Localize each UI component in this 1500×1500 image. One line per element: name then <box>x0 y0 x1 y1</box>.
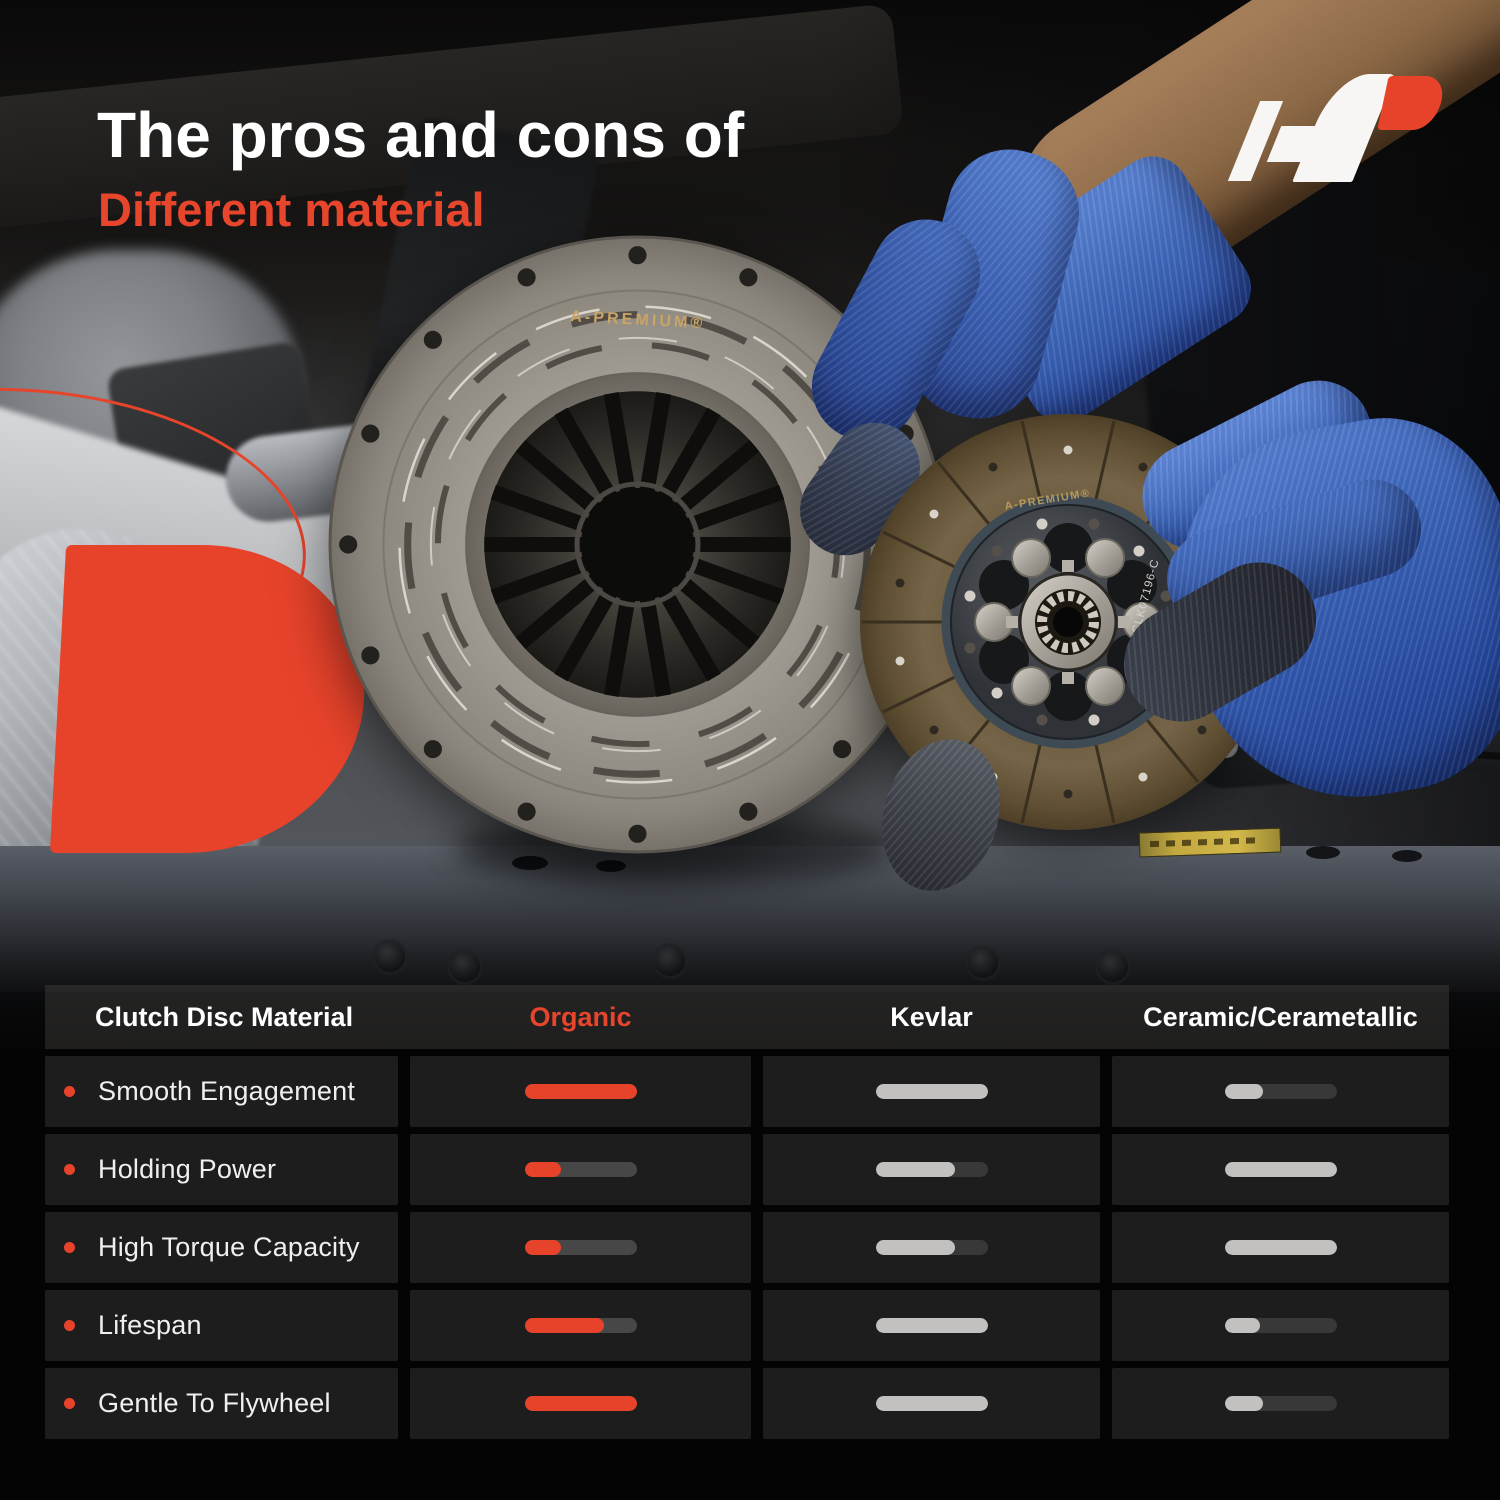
table-row-label: Smooth Engagement <box>45 1056 398 1127</box>
logo-p-shape-icon <box>1377 76 1447 130</box>
column-header-organic: Organic <box>529 1001 632 1032</box>
row-label-text: Lifespan <box>98 1310 202 1340</box>
rating-cell <box>1112 1290 1449 1361</box>
row-label-text: Holding Power <box>98 1154 277 1184</box>
brand-logo <box>1227 60 1460 190</box>
disc-stop-pins <box>1006 560 1130 684</box>
clutch-pressure-plate: A-PREMIUM® <box>328 235 947 854</box>
rating-cell <box>410 1368 751 1439</box>
column-header-kevlar: Kevlar <box>890 1001 973 1032</box>
column-header-ceramic: Ceramic/Cerametallic <box>1143 1001 1418 1032</box>
table-header-row: Clutch Disc Material Organic Kevlar Cera… <box>45 985 1449 1049</box>
rating-bar <box>875 1318 988 1333</box>
table-row-label: High Torque Capacity <box>45 1212 398 1283</box>
rating-cell <box>1112 1134 1449 1205</box>
rating-cell <box>1112 1056 1449 1127</box>
bullet-icon <box>64 1320 75 1331</box>
rating-cell <box>410 1134 751 1205</box>
material-comparison-table: Clutch Disc Material Organic Kevlar Cera… <box>45 985 1449 1439</box>
rating-cell <box>1112 1368 1449 1439</box>
rating-bar <box>1224 1240 1337 1255</box>
rating-cell <box>763 1290 1100 1361</box>
bullet-icon <box>64 1398 75 1409</box>
table-row-label: Holding Power <box>45 1134 398 1205</box>
rating-cell <box>763 1212 1100 1283</box>
rating-bar <box>524 1240 637 1255</box>
bullet-icon <box>64 1164 75 1175</box>
rating-cell <box>763 1134 1100 1205</box>
table-row-label: Lifespan <box>45 1290 398 1361</box>
photo-bottom-fade <box>0 880 1500 1052</box>
disc-plate-holes <box>979 523 1157 721</box>
rating-bar <box>1224 1162 1337 1177</box>
rating-cell <box>410 1212 751 1283</box>
beam-hole <box>1306 846 1340 859</box>
rating-bar <box>1224 1396 1337 1411</box>
row-label-text: Smooth Engagement <box>98 1076 356 1106</box>
rating-bar <box>875 1240 988 1255</box>
rating-cell <box>410 1056 751 1127</box>
bullet-icon <box>64 1086 75 1097</box>
rating-bar <box>524 1084 637 1099</box>
bullet-icon <box>64 1242 75 1253</box>
rating-bar <box>875 1396 988 1411</box>
rating-bar <box>524 1318 637 1333</box>
rating-cell <box>410 1290 751 1361</box>
rating-cell <box>763 1368 1100 1439</box>
rating-bar <box>875 1084 988 1099</box>
row-label-text: High Torque Capacity <box>98 1232 360 1262</box>
rating-bar <box>1224 1084 1337 1099</box>
rating-cell <box>763 1056 1100 1127</box>
rating-bar <box>524 1396 637 1411</box>
row-label-text: Gentle To Flywheel <box>98 1388 331 1418</box>
column-header-material: Clutch Disc Material <box>95 1001 354 1032</box>
beam-hole <box>1392 850 1422 862</box>
rating-bar <box>1224 1318 1337 1333</box>
table-row-label: Gentle To Flywheel <box>45 1368 398 1439</box>
page-subtitle: Different material <box>98 183 485 236</box>
certification-label <box>1138 827 1282 858</box>
rating-bar <box>524 1162 637 1177</box>
rating-cell <box>1112 1212 1449 1283</box>
page-title: The pros and cons of <box>97 99 745 171</box>
disc-pads <box>974 538 1162 706</box>
rating-bar <box>875 1162 988 1177</box>
